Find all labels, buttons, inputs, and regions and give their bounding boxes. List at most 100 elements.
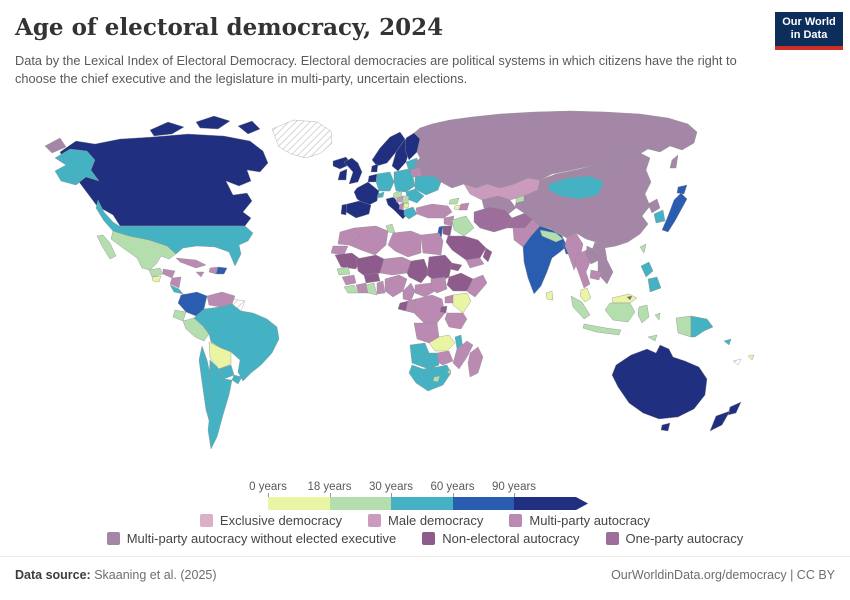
region-canada-arctic-2[interactable] <box>195 115 231 130</box>
region-azerbaijan[interactable] <box>458 202 470 211</box>
region-chad[interactable] <box>406 258 430 284</box>
region-ecuador[interactable] <box>172 309 187 322</box>
region-jordan[interactable] <box>442 225 453 237</box>
legend-bin-0-18[interactable] <box>268 497 330 510</box>
region-togo-benin[interactable] <box>376 280 386 295</box>
region-australia[interactable] <box>611 344 708 420</box>
region-guinea[interactable] <box>341 274 357 286</box>
region-malaysia-peninsula[interactable] <box>579 287 592 303</box>
region-mongolia[interactable] <box>547 175 605 200</box>
region-indonesia-papua[interactable] <box>675 315 692 338</box>
region-iceland[interactable] <box>332 156 352 170</box>
region-niger[interactable] <box>379 256 412 276</box>
region-switzerland[interactable] <box>376 191 385 199</box>
region-timor[interactable] <box>647 334 658 342</box>
region-united-kingdom[interactable] <box>343 157 363 185</box>
region-vietnam[interactable] <box>591 241 614 285</box>
region-solomon-islands[interactable] <box>723 338 732 346</box>
region-philippines-luzon[interactable] <box>640 261 654 278</box>
region-cambodia[interactable] <box>589 269 602 281</box>
region-mexico-baja[interactable] <box>96 234 117 260</box>
region-brunei[interactable] <box>626 295 633 301</box>
region-russia-sakhalin[interactable] <box>669 154 679 169</box>
region-mali[interactable] <box>355 254 385 278</box>
region-bolivia[interactable] <box>208 341 232 370</box>
region-malaysia-borneo[interactable] <box>611 293 638 304</box>
region-nicaragua[interactable] <box>169 276 182 289</box>
legend-item-exclusive-democracy[interactable]: Exclusive democracy <box>199 513 342 528</box>
region-eritrea[interactable] <box>449 262 463 272</box>
region-argentina[interactable] <box>207 359 233 450</box>
region-cuba[interactable] <box>175 257 207 269</box>
legend-bin-30-60[interactable] <box>391 497 453 510</box>
region-greece[interactable] <box>403 206 418 220</box>
region-central-europe[interactable] <box>393 168 416 193</box>
legend-bin-90plus[interactable] <box>514 497 576 510</box>
region-denmark[interactable] <box>370 163 379 173</box>
region-uruguay[interactable] <box>231 374 243 385</box>
region-mozambique[interactable] <box>452 340 474 370</box>
region-central-african-republic[interactable] <box>414 282 436 298</box>
region-yemen[interactable] <box>465 257 485 269</box>
region-japan-hokkaido[interactable] <box>676 184 688 195</box>
region-senegal[interactable] <box>336 266 351 276</box>
legend-item-non-electoral-autocracy[interactable]: Non-electoral autocracy <box>422 531 580 546</box>
region-jamaica[interactable] <box>195 271 205 278</box>
region-germany[interactable] <box>375 171 395 192</box>
region-greenland[interactable] <box>271 119 333 159</box>
legend-item-one-party-autocracy[interactable]: One-party autocracy <box>605 531 743 546</box>
region-south-sudan[interactable] <box>430 276 448 294</box>
region-mexico[interactable] <box>110 230 177 271</box>
region-el-salvador[interactable] <box>151 275 162 283</box>
region-saudi-arabia[interactable] <box>445 235 487 261</box>
region-dominican-republic[interactable] <box>215 266 228 275</box>
region-kenya[interactable] <box>452 292 472 314</box>
region-georgia[interactable] <box>448 197 460 205</box>
region-tasmania[interactable] <box>660 422 671 432</box>
region-brazil[interactable] <box>193 303 280 382</box>
region-finland[interactable] <box>404 132 421 161</box>
region-uganda[interactable] <box>444 294 454 304</box>
region-taiwan[interactable] <box>639 243 647 254</box>
region-ghana[interactable] <box>365 282 378 296</box>
region-iraq[interactable] <box>451 215 475 237</box>
region-indonesia-sulawesi[interactable] <box>637 304 650 324</box>
region-new-zealand-south[interactable] <box>709 410 731 432</box>
region-madagascar[interactable] <box>467 346 484 378</box>
region-new-zealand-north[interactable] <box>727 401 742 416</box>
region-alaska[interactable] <box>54 148 100 186</box>
region-canada-arctic-3[interactable] <box>237 120 261 135</box>
region-guatemala[interactable] <box>148 267 164 278</box>
region-indonesia-moluccas[interactable] <box>654 312 661 321</box>
region-france[interactable] <box>353 181 380 207</box>
region-cameroon[interactable] <box>402 282 416 302</box>
region-canada-arctic-1[interactable] <box>149 121 185 137</box>
region-eswatini[interactable] <box>446 369 452 376</box>
region-north-macedonia[interactable] <box>402 202 410 209</box>
owid-logo[interactable]: Our World in Data <box>775 12 843 50</box>
region-papua-new-guinea[interactable] <box>690 315 714 338</box>
region-south-korea[interactable] <box>653 209 666 224</box>
region-indonesia-sumatra[interactable] <box>570 295 591 320</box>
region-chukotka[interactable] <box>44 137 67 154</box>
region-albania[interactable] <box>398 202 405 211</box>
footer-license-link[interactable]: OurWorldinData.org/democracy | CC BY <box>611 568 835 582</box>
region-portugal[interactable] <box>340 203 348 216</box>
region-nepal[interactable] <box>539 229 564 243</box>
region-sri-lanka[interactable] <box>545 290 554 301</box>
legend-item-mpa-without-executive[interactable]: Multi-party autocracy without elected ex… <box>106 531 396 546</box>
region-burkina-faso[interactable] <box>363 272 381 284</box>
region-libya[interactable] <box>387 230 422 258</box>
region-ireland[interactable] <box>337 168 348 181</box>
legend-bin-60-90[interactable] <box>452 497 514 510</box>
legend-item-male-democracy[interactable]: Male democracy <box>368 513 483 528</box>
region-indonesia-java[interactable] <box>582 323 622 336</box>
region-philippines-mindanao[interactable] <box>647 276 662 293</box>
region-egypt[interactable] <box>420 232 444 256</box>
region-botswana[interactable] <box>422 352 440 370</box>
region-oman[interactable] <box>482 247 493 263</box>
region-lesotho[interactable] <box>432 375 441 383</box>
region-serbia[interactable] <box>401 195 410 204</box>
region-drc[interactable] <box>413 294 446 324</box>
region-china[interactable] <box>514 152 652 249</box>
